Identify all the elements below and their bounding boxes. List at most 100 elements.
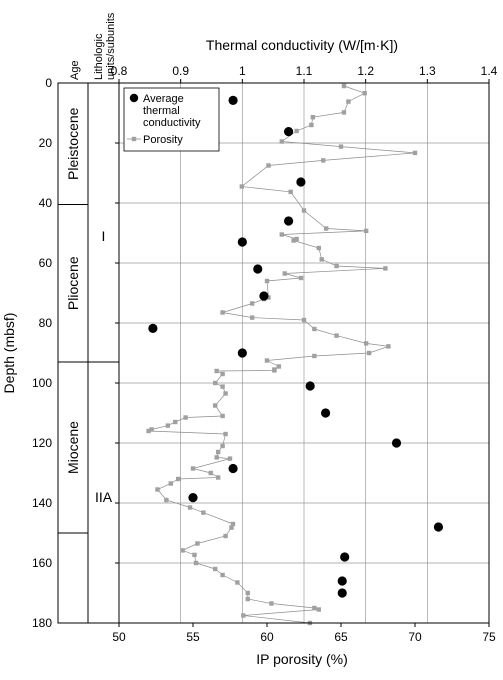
porosity-point bbox=[223, 533, 228, 539]
age-label: Miocene bbox=[65, 421, 81, 474]
top-x-tick-label: 0.9 bbox=[172, 64, 189, 78]
top-axis-title: Thermal conductivity (W/[m·K]) bbox=[206, 37, 398, 53]
y-tick-label: 140 bbox=[32, 496, 52, 510]
age-label: Pliocene bbox=[65, 256, 81, 310]
conductivity-point bbox=[283, 127, 294, 137]
porosity-point bbox=[288, 189, 293, 195]
stratigraphy-columns: Pleistocene Pliocene Miocene I IIA bbox=[57, 82, 120, 624]
porosity-point bbox=[282, 271, 287, 276]
conductivity-point bbox=[253, 264, 263, 274]
legend-box bbox=[123, 87, 220, 152]
porosity-point bbox=[146, 428, 151, 434]
porosity-point bbox=[192, 552, 197, 558]
conductivity-point bbox=[188, 493, 198, 503]
porosity-point bbox=[168, 481, 173, 486]
porosity-point bbox=[201, 510, 206, 515]
litho-column-title-1: Lithologic bbox=[93, 33, 105, 80]
porosity-point bbox=[341, 83, 347, 89]
porosity-point bbox=[214, 368, 219, 374]
top-x-tick-label: 1.2 bbox=[357, 64, 374, 78]
age-column-title: Age bbox=[69, 60, 81, 80]
bottom-x-tick-label: 55 bbox=[186, 630, 200, 644]
porosity-point bbox=[383, 266, 388, 271]
axes: 0 20 40 60 80 100 120 140 160 180 0.8 0.9 1 1.1 1.2 1.3… bbox=[32, 64, 498, 644]
conductivity-point bbox=[283, 216, 294, 226]
porosity-point bbox=[220, 413, 225, 419]
porosity-point bbox=[294, 128, 299, 134]
porosity-point bbox=[227, 456, 233, 461]
porosity-point bbox=[215, 449, 221, 455]
legend-conductivity-marker bbox=[129, 93, 139, 103]
y-tick-label: 180 bbox=[32, 616, 52, 630]
porosity-point bbox=[213, 403, 218, 408]
porosity-point bbox=[310, 115, 316, 120]
porosity-point bbox=[264, 278, 270, 284]
porosity-point bbox=[220, 310, 225, 315]
conductivity-point bbox=[228, 95, 238, 105]
top-x-tick-label: 1.4 bbox=[481, 64, 498, 78]
conductivity-point bbox=[340, 552, 350, 562]
porosity-point bbox=[229, 525, 234, 530]
bottom-x-tick-label: 75 bbox=[482, 630, 496, 644]
bottom-x-tick-label: 70 bbox=[408, 630, 422, 644]
porosity-point bbox=[294, 236, 299, 242]
conductivity-point bbox=[337, 588, 347, 598]
porosity-point bbox=[183, 415, 188, 420]
legend-conductivity-label: Average bbox=[143, 93, 184, 105]
conductivity-point bbox=[237, 237, 247, 247]
y-tick-label: 160 bbox=[32, 556, 52, 570]
y-tick-label: 0 bbox=[45, 76, 52, 90]
porosity-point bbox=[213, 566, 218, 572]
bottom-x-tick-label: 60 bbox=[260, 630, 274, 644]
conductivity-point bbox=[237, 348, 247, 358]
porosity-point bbox=[223, 391, 228, 396]
porosity-point bbox=[324, 226, 329, 231]
porosity-point bbox=[312, 353, 317, 359]
porosity-point bbox=[309, 122, 314, 128]
porosity-point bbox=[220, 443, 225, 449]
porosity-point bbox=[363, 341, 369, 346]
porosity-point bbox=[190, 466, 196, 471]
legend-conductivity-label: thermal bbox=[143, 105, 180, 117]
litho-column-title-2: units/subunits bbox=[105, 12, 117, 80]
conductivity-point bbox=[337, 576, 347, 586]
porosity-point bbox=[386, 344, 391, 349]
y-tick-label: 120 bbox=[32, 436, 52, 450]
porosity-point bbox=[291, 238, 296, 243]
porosity-point bbox=[338, 144, 344, 149]
porosity-point bbox=[164, 497, 169, 503]
porosity-point bbox=[215, 475, 221, 480]
porosity-point bbox=[165, 423, 171, 428]
porosity-point bbox=[235, 580, 240, 585]
porosity-series bbox=[146, 83, 418, 626]
y-tick-label: 80 bbox=[39, 316, 53, 330]
unit-label: I bbox=[102, 228, 106, 244]
porosity-point bbox=[321, 158, 326, 163]
porosity-point bbox=[366, 350, 372, 356]
conductivity-series bbox=[148, 95, 444, 598]
legend-conductivity-label: conductivity bbox=[143, 117, 201, 129]
porosity-point bbox=[239, 184, 245, 189]
porosity-point bbox=[250, 315, 255, 320]
conductivity-point bbox=[391, 438, 402, 448]
porosity-point bbox=[269, 601, 274, 606]
porosity-point bbox=[362, 91, 367, 96]
conductivity-point bbox=[296, 177, 306, 187]
porosity-point bbox=[213, 380, 218, 386]
porosity-point bbox=[312, 326, 317, 332]
conductivity-point bbox=[320, 408, 331, 418]
porosity-point bbox=[272, 368, 277, 373]
porosity-point bbox=[193, 560, 199, 566]
legend-porosity-label: Porosity bbox=[143, 134, 183, 146]
y-axis-title: Depth (mbsf) bbox=[1, 313, 17, 394]
conductivity-point bbox=[433, 522, 444, 532]
porosity-point bbox=[220, 572, 225, 578]
conductivity-point bbox=[259, 291, 269, 301]
porosity-point bbox=[155, 487, 160, 492]
top-x-tick-label: 1.3 bbox=[419, 64, 436, 78]
y-tick-label: 100 bbox=[32, 376, 52, 390]
porosity-point bbox=[176, 476, 181, 482]
porosity-point bbox=[245, 596, 250, 602]
porosity-point bbox=[334, 333, 339, 338]
